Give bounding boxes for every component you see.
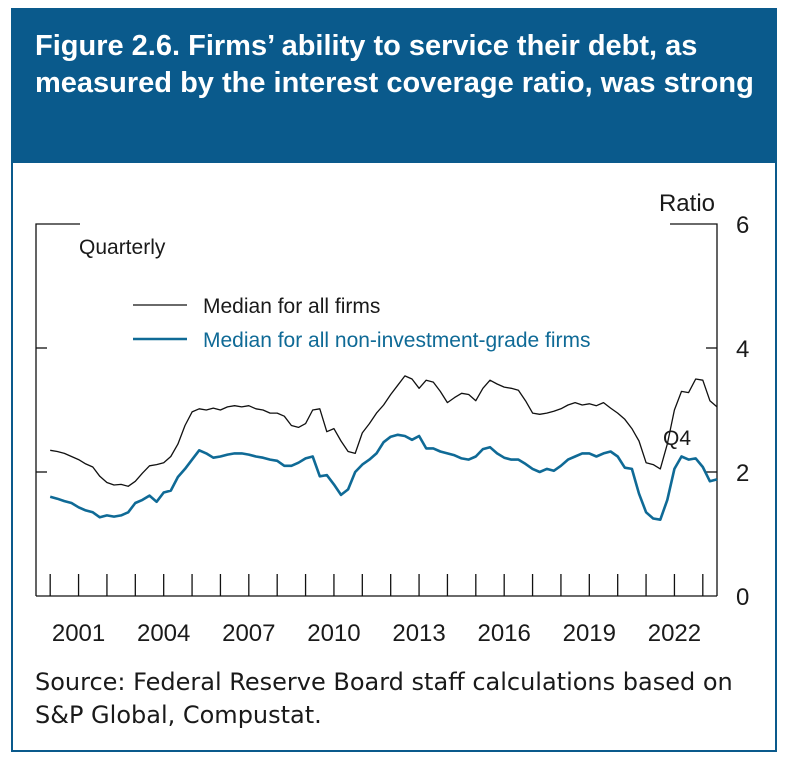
figure-title: Figure 2.6. Firms’ ability to service th… [35,30,754,99]
end-annotation: Q4 [663,427,691,450]
y-tick-label: 4 [736,336,749,363]
chart-series [49,375,718,521]
chart-axes [35,223,718,597]
chart-labels: 0 2 4 6 2001 2004 2007 2010 2013 2016 2019 2022 Rati… [52,190,749,647]
x-tick-label: 2004 [137,620,190,647]
legend-label: Median for all firms [203,295,380,318]
source-note: Source: Federal Reserve Board staff calc… [35,668,733,729]
left-axis-line [35,223,80,596]
y-tick-label: 2 [736,460,749,487]
x-tick-label: 2010 [307,620,360,647]
right-axis-line [670,223,718,596]
y-unit-label: Ratio [659,190,715,217]
x-tick-label: 2001 [52,620,105,647]
series-line-all-firms [50,375,718,487]
frequency-label: Quarterly [79,236,166,259]
series-line-non-investment-grade [49,433,718,521]
figure-frame: Figure 2.6. Firms’ ability to service th… [11,8,777,752]
x-tick-label: 2022 [648,620,701,647]
x-tick-label: 2019 [563,620,616,647]
chart-legend: Median for all firms Median for all non-i… [133,295,591,352]
y-tick-label: 6 [736,212,749,239]
legend-label: Median for all non-investment-grade firm… [203,329,591,352]
x-tick-label: 2016 [477,620,530,647]
x-tick-label: 2007 [222,620,275,647]
title-bar: Figure 2.6. Firms’ ability to service th… [13,10,775,163]
y-tick-label: 0 [736,584,749,611]
x-tick-label: 2013 [392,620,445,647]
